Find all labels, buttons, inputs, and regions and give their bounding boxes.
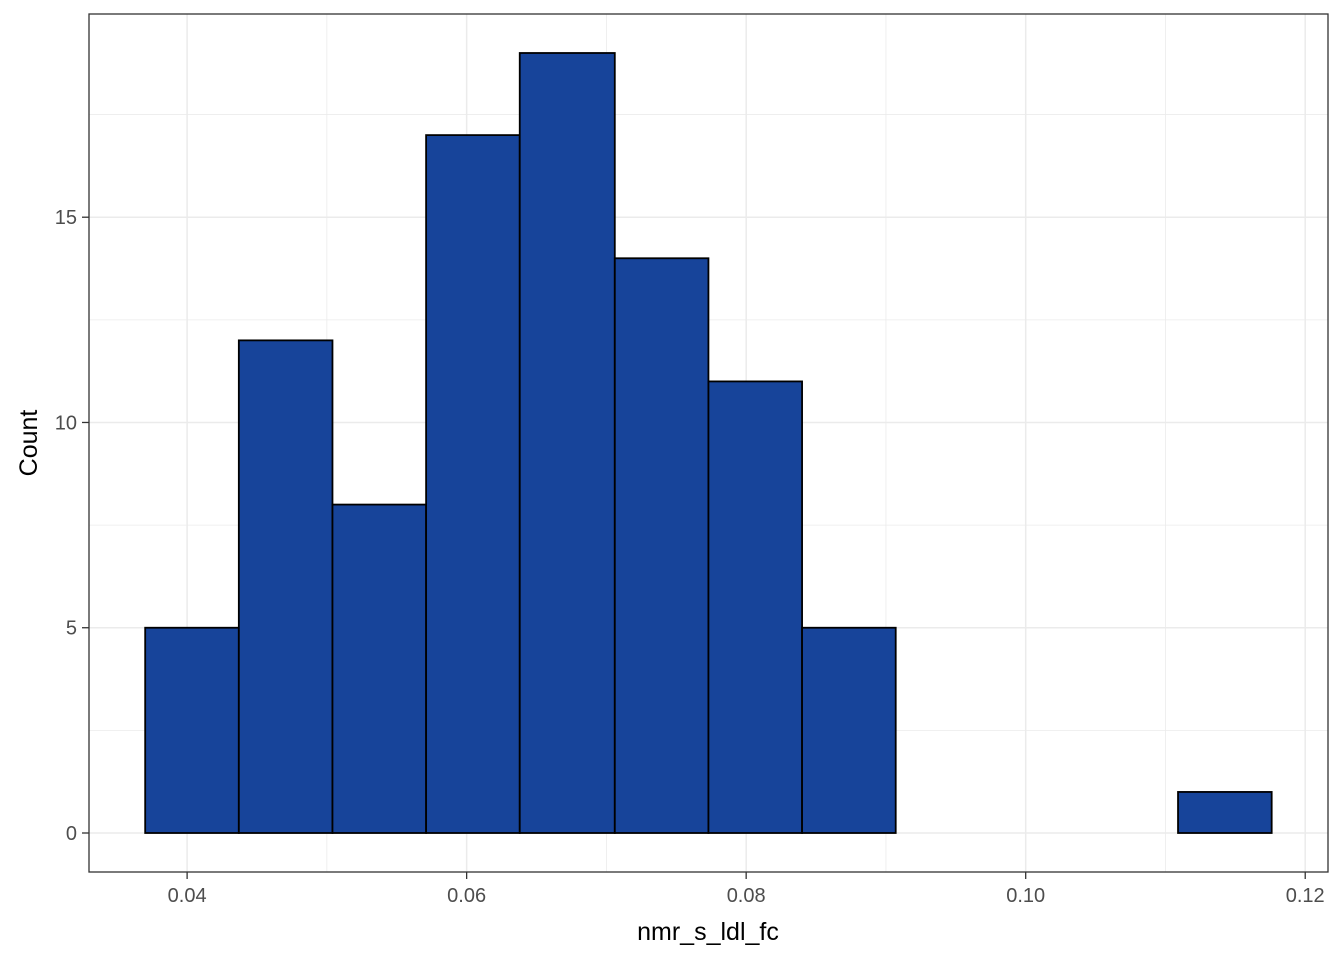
x-tick-label: 0.10 xyxy=(1006,885,1045,907)
histogram-bar xyxy=(425,134,521,834)
y-tick-label: 15 xyxy=(55,207,77,229)
histogram-bars xyxy=(144,52,1273,834)
histogram-bar xyxy=(707,380,803,834)
y-tick-label: 5 xyxy=(66,618,77,640)
y-axis-ticks: 0 5 10 15 xyxy=(55,207,89,845)
histogram-bar xyxy=(331,503,428,834)
x-tick-label: 0.12 xyxy=(1286,885,1325,907)
histogram-bar xyxy=(144,626,240,834)
histogram-bar xyxy=(801,626,897,834)
y-tick-label: 10 xyxy=(55,412,77,434)
histogram-bar xyxy=(237,339,334,834)
x-tick-label: 0.06 xyxy=(447,885,486,907)
y-tick-label: 0 xyxy=(66,823,77,845)
x-axis-title: nmr_s_ldl_fc xyxy=(637,918,779,946)
histogram-bar xyxy=(518,52,616,834)
histogram-bar xyxy=(1177,791,1273,834)
x-axis-ticks: 0.04 0.06 0.08 0.10 0.12 xyxy=(168,872,1325,907)
y-axis-title: Count xyxy=(15,410,43,477)
x-tick-label: 0.08 xyxy=(727,885,766,907)
x-tick-label: 0.04 xyxy=(168,885,207,907)
plot-panel-border xyxy=(88,13,1329,873)
histogram-bar xyxy=(613,257,710,834)
